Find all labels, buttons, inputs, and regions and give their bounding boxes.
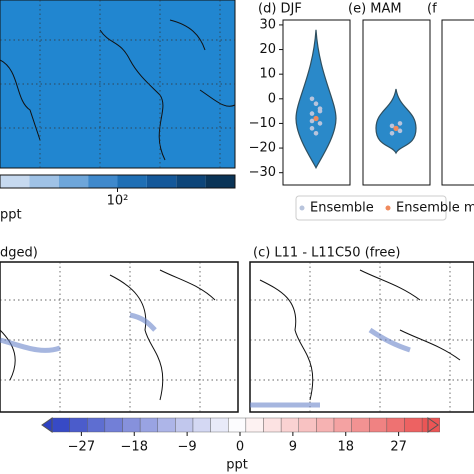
colorbar-segment bbox=[117, 175, 147, 188]
ensemble-dot bbox=[389, 123, 395, 129]
colorbar-arrow bbox=[427, 417, 439, 433]
panel-title: (d) DJF bbox=[258, 2, 302, 17]
y-tick-label: 0 bbox=[268, 91, 276, 106]
colorbar-segment bbox=[351, 417, 370, 433]
ensemble-dot bbox=[309, 126, 315, 131]
colorbar-segment bbox=[87, 417, 106, 433]
y-tick-label: 30 bbox=[259, 17, 276, 32]
colorbar-segment bbox=[333, 417, 352, 433]
colorbar-segment bbox=[88, 175, 118, 188]
y-tick-label: −10 bbox=[249, 116, 276, 131]
ensemble-dot bbox=[317, 121, 323, 126]
panel-title: (c) L11 - L11C50 (free) bbox=[253, 246, 400, 261]
colorbar-segment bbox=[205, 175, 235, 188]
colorbar-segment bbox=[263, 417, 282, 433]
ensemble-dot bbox=[317, 108, 323, 114]
colorbar-segment bbox=[192, 417, 211, 433]
colorbar-tick-label: 27 bbox=[390, 440, 407, 455]
ensemble-dot bbox=[309, 96, 315, 102]
colorbar-segment bbox=[175, 417, 194, 433]
y-tick-label: −20 bbox=[249, 141, 276, 156]
colorbar-segment bbox=[58, 175, 89, 188]
anomaly-pattern bbox=[250, 327, 411, 408]
legend-label: Ensemble me bbox=[396, 201, 474, 216]
colorbar-segment bbox=[51, 417, 70, 433]
colorbar-segment bbox=[104, 417, 123, 433]
colorbar-tick-label: 10² bbox=[107, 194, 129, 209]
colorbar-segment bbox=[29, 175, 59, 188]
coastline bbox=[0, 269, 216, 401]
ensemble-mean bbox=[393, 125, 399, 131]
axes-frame bbox=[282, 19, 351, 186]
colorbar-segment bbox=[298, 417, 317, 433]
y-tick-label: 20 bbox=[259, 42, 276, 57]
panel-title: (f bbox=[427, 2, 437, 17]
violin bbox=[295, 29, 337, 170]
legend-marker bbox=[385, 205, 391, 211]
ensemble-dot bbox=[389, 130, 395, 136]
colorbar-segment bbox=[404, 417, 423, 433]
top-map bbox=[0, 0, 236, 169]
panel-title: dged) bbox=[0, 246, 38, 261]
colorbar-segment bbox=[228, 417, 247, 433]
legend-marker bbox=[299, 205, 305, 211]
map-frame bbox=[249, 261, 474, 413]
legend-label: Ensemble bbox=[310, 201, 374, 216]
colorbar-segment bbox=[245, 417, 264, 433]
colorbar-segment bbox=[316, 417, 335, 433]
legend-box bbox=[295, 195, 447, 221]
colorbar-segment bbox=[210, 417, 229, 433]
ensemble-dot bbox=[397, 121, 403, 126]
bottom-maps bbox=[0, 261, 474, 413]
colorbar-segment bbox=[69, 417, 88, 433]
colorbar-segment bbox=[176, 175, 206, 188]
violin-area bbox=[282, 19, 474, 221]
colorbar-tick-label: −18 bbox=[121, 440, 148, 455]
ensemble-dot bbox=[397, 128, 403, 134]
violin bbox=[375, 88, 417, 155]
colorbar-unit: ppt bbox=[0, 208, 22, 223]
y-tick-label: 10 bbox=[259, 67, 276, 82]
axes-frame bbox=[441, 19, 474, 186]
map-grid bbox=[0, 0, 235, 168]
colorbar-tick-label: 9 bbox=[289, 440, 297, 455]
colorbar-arrow bbox=[41, 417, 53, 433]
colorbar-tick-label: −27 bbox=[68, 440, 95, 455]
coastline bbox=[259, 269, 461, 401]
colorbar-segment bbox=[146, 175, 177, 188]
colorbar-segment bbox=[157, 417, 176, 433]
map-frame bbox=[0, 261, 239, 413]
ensemble-dot bbox=[309, 118, 315, 124]
colorbar-tick-label: 18 bbox=[337, 440, 354, 455]
ensemble-dot bbox=[313, 130, 319, 136]
colorbar-tick-label: −9 bbox=[178, 440, 197, 455]
colorbar-segment bbox=[0, 175, 30, 188]
colorbar-unit: ppt bbox=[226, 458, 248, 473]
coastline bbox=[0, 19, 236, 161]
axes-frame bbox=[362, 19, 431, 186]
colorbar-segment bbox=[369, 417, 388, 433]
panel-title: (e) MAM bbox=[348, 2, 402, 17]
colorbar-segment bbox=[122, 417, 141, 433]
ensemble-dot bbox=[309, 111, 315, 116]
colorbar-segment bbox=[280, 417, 299, 433]
colorbar-segment bbox=[139, 417, 158, 433]
colorbar-tick-label: 0 bbox=[236, 440, 244, 455]
anomaly-pattern bbox=[0, 312, 157, 353]
y-tick-label: −30 bbox=[249, 165, 276, 180]
ensemble-mean bbox=[313, 115, 319, 122]
ensemble-dot bbox=[313, 101, 319, 107]
colorbar-segment bbox=[386, 417, 405, 433]
